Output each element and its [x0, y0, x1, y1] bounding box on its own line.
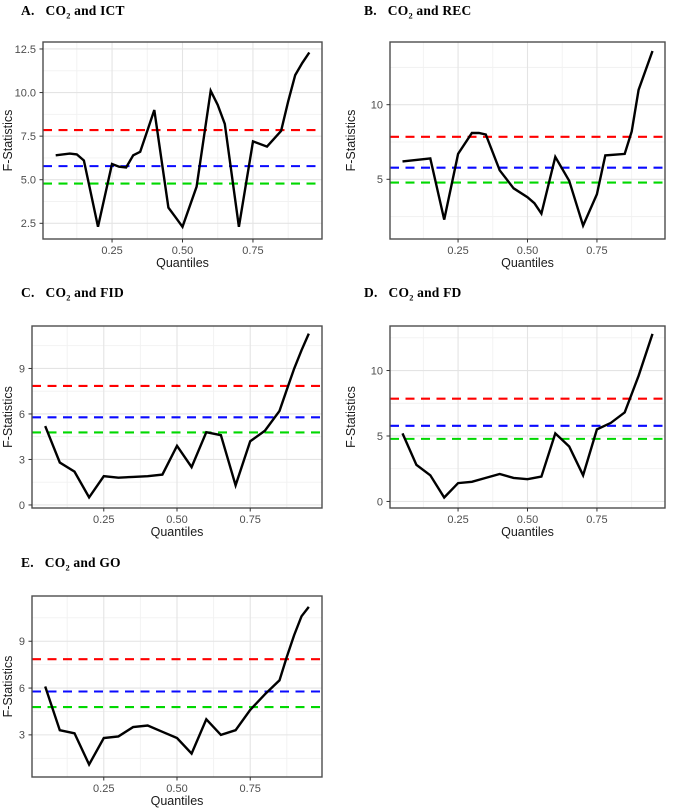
panel-a-sub: 2 — [66, 11, 71, 21]
panel-b-sub: 2 — [408, 11, 413, 21]
chart-b: 5 10 0.25 0.50 0.75 Quantiles F-Statistics — [344, 41, 666, 270]
y-tick-label: 6 — [19, 683, 25, 695]
panel-e-title: E. CO2 and GO — [21, 555, 121, 573]
y-tick-label: 5.0 — [21, 175, 36, 187]
y-axis-label: F-Statistics — [344, 386, 358, 448]
x-tick-label: 0.50 — [172, 245, 193, 257]
panel-c: C. CO2 and FID 0 3 6 9 0.25 0.50 0.75 Quantiles F… — [0, 270, 343, 540]
panel-a: A. CO2 and ICT 2.5 5.0 7.5 10.0 12.5 0.25 0.50 0… — [0, 0, 343, 270]
y-tick-label: 6 — [19, 409, 25, 421]
gridlines — [32, 596, 322, 777]
panel-c-gas: CO — [45, 285, 67, 300]
panel-c-sub: 2 — [66, 293, 71, 303]
panel-a-rest: and ICT — [70, 3, 125, 18]
x-tick-label: 0.50 — [517, 514, 538, 526]
x-tick-label: 0.25 — [447, 245, 468, 257]
panel-d-title: D. CO2 and FD — [364, 285, 462, 303]
x-tick-label: 0.50 — [166, 514, 187, 526]
y-axis-label: F-Statistics — [344, 110, 358, 172]
panel-b-title: B. CO2 and REC — [364, 3, 471, 21]
x-tick-label: 0.25 — [447, 514, 468, 526]
x-tick-label: 0.25 — [93, 783, 114, 795]
axes: 5 10 0.25 0.50 0.75 — [371, 99, 608, 257]
f-statistic-line — [44, 333, 310, 500]
panel-e: E. CO2 and GO 3 6 9 0.25 0.50 0.75 Quantiles F-S… — [0, 540, 343, 809]
y-axis-label: F-Statistics — [1, 110, 15, 172]
x-tick-label: 0.25 — [101, 245, 122, 257]
gridlines — [390, 326, 665, 508]
y-tick-label: 2.5 — [21, 218, 36, 230]
y-tick-label: 10.0 — [15, 87, 36, 99]
x-axis-label: Quantiles — [501, 525, 554, 539]
panel-d: D. CO2 and FD 0 5 10 0.25 0.50 0.75 Quantiles F-… — [343, 270, 685, 540]
y-tick-label: 3 — [19, 454, 25, 466]
panel-d-gas: CO — [388, 285, 410, 300]
x-tick-label: 0.75 — [240, 783, 261, 795]
x-tick-label: 0.50 — [517, 245, 538, 257]
panel-c-title: C. CO2 and FID — [21, 285, 124, 303]
gridlines — [43, 42, 322, 239]
gridlines — [390, 42, 665, 239]
panel-e-rest: and GO — [69, 555, 121, 570]
panel-empty — [343, 540, 685, 809]
y-axis-label: F-Statistics — [1, 656, 15, 718]
x-tick-label: 0.50 — [166, 783, 187, 795]
f-statistic-line — [55, 51, 311, 230]
x-tick-label: 0.75 — [240, 514, 261, 526]
y-tick-label: 0 — [377, 496, 383, 508]
y-tick-label: 7.5 — [21, 131, 36, 143]
x-axis-label: Quantiles — [501, 256, 554, 270]
panel-b-gas: CO — [387, 3, 409, 18]
panel-a-title: A. CO2 and ICT — [21, 3, 125, 21]
panel-c-rest: and FID — [70, 285, 124, 300]
chart-a: 2.5 5.0 7.5 10.0 12.5 0.25 0.50 0.75 Quantiles F-… — [1, 41, 323, 270]
f-statistic-line — [402, 50, 654, 230]
x-tick-label: 0.75 — [586, 245, 607, 257]
f-statistic-line — [401, 333, 654, 500]
panel-a-gas: CO — [45, 3, 67, 18]
y-tick-label: 9 — [19, 636, 25, 648]
panel-e-sub: 2 — [65, 563, 70, 573]
chart-d: 0 5 10 0.25 0.50 0.75 Quantiles F-Statistics — [344, 325, 666, 539]
f-statistic-line — [44, 606, 310, 768]
y-tick-label: 3 — [19, 730, 25, 742]
x-tick-label: 0.75 — [586, 514, 607, 526]
panel-d-rest: and FD — [413, 285, 462, 300]
x-axis-label: Quantiles — [151, 525, 204, 539]
y-tick-label: 12.5 — [15, 44, 36, 56]
y-tick-label: 10 — [371, 99, 383, 111]
panel-b-letter: B. — [364, 3, 377, 18]
x-tick-label: 0.25 — [93, 514, 114, 526]
panel-b: B. CO2 and REC 5 10 0.25 0.50 0.75 Quantiles F-… — [343, 0, 685, 270]
panel-b-rest: and REC — [412, 3, 472, 18]
chart-e: 3 6 9 0.25 0.50 0.75 Quantiles F-Statistics — [1, 595, 323, 808]
panel-d-sub: 2 — [409, 293, 414, 303]
panel-c-letter: C. — [21, 285, 35, 300]
axes: 0 3 6 9 0.25 0.50 0.75 — [19, 363, 261, 526]
y-tick-label: 10 — [371, 365, 383, 377]
x-tick-label: 0.75 — [242, 245, 263, 257]
chart-c: 0 3 6 9 0.25 0.50 0.75 Quantiles F-Statistics — [1, 325, 323, 539]
axes: 0 5 10 0.25 0.50 0.75 — [371, 365, 608, 526]
y-tick-label: 0 — [19, 500, 25, 512]
panel-d-letter: D. — [364, 285, 378, 300]
y-tick-label: 9 — [19, 363, 25, 375]
x-axis-label: Quantiles — [151, 794, 204, 808]
panel-a-letter: A. — [21, 3, 35, 18]
axes: 3 6 9 0.25 0.50 0.75 — [19, 636, 261, 795]
y-tick-label: 5 — [377, 431, 383, 443]
y-tick-label: 5 — [377, 174, 383, 186]
axes: 2.5 5.0 7.5 10.0 12.5 0.25 0.50 0.75 — [15, 44, 264, 257]
y-axis-label: F-Statistics — [1, 386, 15, 448]
panel-e-gas: CO — [44, 555, 66, 570]
x-axis-label: Quantiles — [156, 256, 209, 270]
panel-e-letter: E. — [21, 555, 34, 570]
